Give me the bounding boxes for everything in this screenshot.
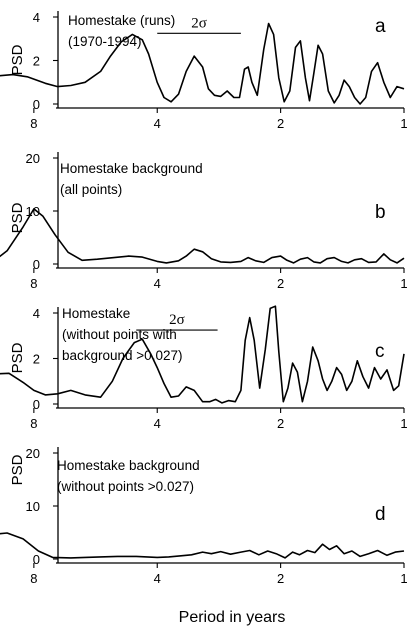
panel-d-x-tick-label: 8 — [30, 571, 37, 586]
panel-c-y-tick-label: 2 — [33, 352, 40, 367]
panel-a-y-tick-label: 4 — [33, 10, 40, 25]
panel-a-series-line — [0, 22, 405, 105]
panel-a-x-tick-label: 1 — [400, 116, 407, 131]
panel-c-title-line-1: Homestake — [62, 306, 130, 321]
panel-b-title-line-1: Homestake background — [60, 161, 203, 176]
panel-d-series-line — [0, 532, 405, 559]
panel-a-title-line-1: Homestake (runs) — [68, 13, 175, 28]
panel-b-x-tick-label: 1 — [400, 276, 407, 291]
panel-c-ylabel: PSD — [9, 342, 26, 373]
panel-c: PSD Homestake (without points with backg… — [0, 305, 408, 431]
panel-c-x-tick-label: 2 — [277, 416, 284, 431]
panel-a-x-tick-label: 8 — [30, 116, 37, 131]
panel-b: PSD Homestake background (all points) b … — [0, 151, 408, 291]
panel-a-x-tick-label: 4 — [154, 116, 161, 131]
panel-d-y-tick-label: 0 — [33, 552, 40, 567]
panel-c-x-tick-label: 4 — [154, 416, 161, 431]
panel-d-title-line-1: Homestake background — [57, 458, 200, 473]
panel-b-y-tick-label: 0 — [33, 257, 40, 272]
panel-a-ylabel: PSD — [9, 44, 26, 75]
panel-c-y-tick-label: 4 — [33, 306, 40, 321]
panel-a-title-line-2: (1970-1994) — [68, 34, 142, 49]
panel-c-letter: c — [375, 341, 385, 362]
panel-c-y-tick-label: 0 — [33, 397, 40, 412]
panel-a-2sigma-label: 2σ — [191, 15, 207, 31]
panel-b-x-tick-label: 4 — [154, 276, 161, 291]
panel-d-letter: d — [375, 504, 386, 525]
panel-b-title-line-2: (all points) — [60, 182, 122, 197]
x-axis-label: Period in years — [179, 609, 286, 626]
panel-b-y-tick-label: 20 — [26, 151, 40, 166]
panel-d-ylabel: PSD — [9, 454, 26, 485]
panel-c-title-line-3: background >0.027) — [62, 348, 182, 363]
panel-a: PSD Homestake (runs) (1970-1994) a 0 2 4 8 4… — [0, 10, 408, 131]
panel-b-letter: b — [375, 202, 386, 223]
panel-a-x-tick-label: 2 — [277, 116, 284, 131]
panel-b-x-tick-label: 8 — [30, 276, 37, 291]
panel-c-2sigma-label: 2σ — [169, 312, 185, 328]
panel-d-x-tick-label: 1 — [400, 571, 407, 586]
panel-d: PSD Homestake background (without points… — [0, 446, 408, 586]
panel-d-x-tick-label: 2 — [277, 571, 284, 586]
panel-b-x-tick-label: 2 — [277, 276, 284, 291]
panel-d-y-tick-label: 10 — [26, 499, 40, 514]
panel-d-y-tick-label: 20 — [26, 446, 40, 461]
panel-b-series-line — [0, 208, 405, 264]
panel-d-x-tick-label: 4 — [154, 571, 161, 586]
panel-c-x-tick-label: 1 — [400, 416, 407, 431]
panel-c-x-tick-label: 8 — [30, 416, 37, 431]
panel-c-series-line — [0, 305, 405, 404]
panel-a-y-tick-label: 0 — [33, 97, 40, 112]
panel-b-ylabel: PSD — [9, 202, 26, 233]
panel-d-title-line-2: (without points >0.027) — [57, 479, 194, 494]
panel-a-letter: a — [375, 16, 386, 37]
panel-c-title-line-2: (without points with — [62, 327, 177, 342]
panel-a-y-tick-label: 2 — [33, 54, 40, 69]
